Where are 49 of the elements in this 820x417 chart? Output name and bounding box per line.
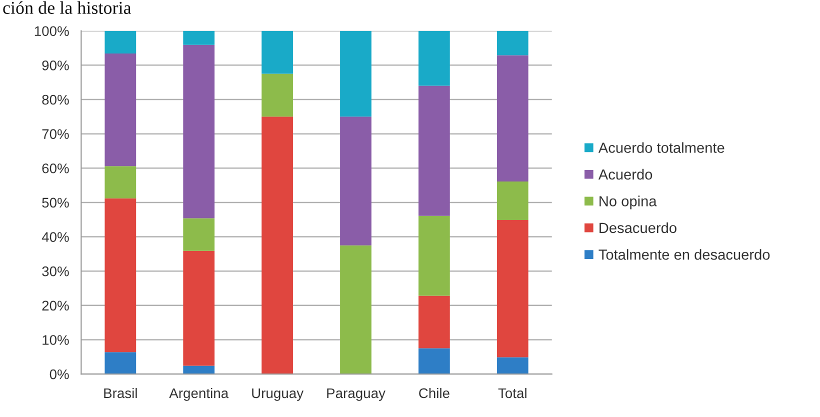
x-tick-label: Uruguay: [252, 388, 304, 401]
bar: [496, 357, 528, 374]
bar: [496, 182, 528, 220]
bar: [104, 198, 136, 352]
bar: [418, 216, 450, 296]
bar: [183, 218, 215, 251]
bar: [496, 220, 528, 358]
bar: [340, 245, 372, 374]
bar: [104, 30, 136, 54]
legend-label: Acuerdo: [598, 168, 652, 180]
bar: [183, 250, 215, 366]
legend-label: Desacuerdo: [600, 222, 676, 234]
chart-title: ción de la historia: [3, 1, 132, 14]
bar: [104, 54, 136, 166]
x-tick-label: Brasil: [104, 388, 137, 398]
y-tick-label: 50%: [42, 198, 69, 208]
bar: [418, 30, 450, 86]
legend-label: No opina: [600, 196, 657, 210]
bar: [496, 55, 528, 182]
bar: [418, 348, 450, 374]
legend-label: Acuerdo totalmente: [598, 142, 724, 153]
x-tick-label: Argentina: [169, 388, 229, 401]
bar: [340, 30, 372, 117]
x-tick-label: Paraguay: [327, 388, 386, 401]
y-tick-label: 40%: [42, 232, 69, 242]
x-tick-label: Total: [498, 388, 526, 398]
bar: [418, 296, 450, 348]
bar: [183, 366, 215, 374]
y-tick-label: 10%: [42, 335, 69, 345]
x-tick-label: Chile: [419, 388, 450, 398]
bar: [262, 116, 293, 374]
y-tick-label: 80%: [42, 94, 69, 105]
y-tick-label: 30%: [42, 266, 69, 276]
bar: [340, 116, 372, 246]
bar: [262, 74, 293, 117]
y-tick-label: 60%: [42, 163, 69, 174]
bar: [418, 86, 450, 216]
y-tick-label: 100%: [34, 26, 69, 36]
bar: [262, 30, 293, 74]
y-tick-label: 20%: [42, 300, 69, 311]
bar: [104, 352, 136, 374]
y-tick-label: 0%: [50, 369, 69, 380]
y-tick-label: 90%: [42, 60, 69, 70]
bar: [104, 166, 136, 198]
bar: [183, 44, 215, 218]
bar: [496, 30, 528, 56]
legend-label: Totalmente en desacuerdo: [598, 249, 770, 260]
y-tick-label: 70%: [42, 129, 69, 139]
bar: [183, 30, 215, 45]
